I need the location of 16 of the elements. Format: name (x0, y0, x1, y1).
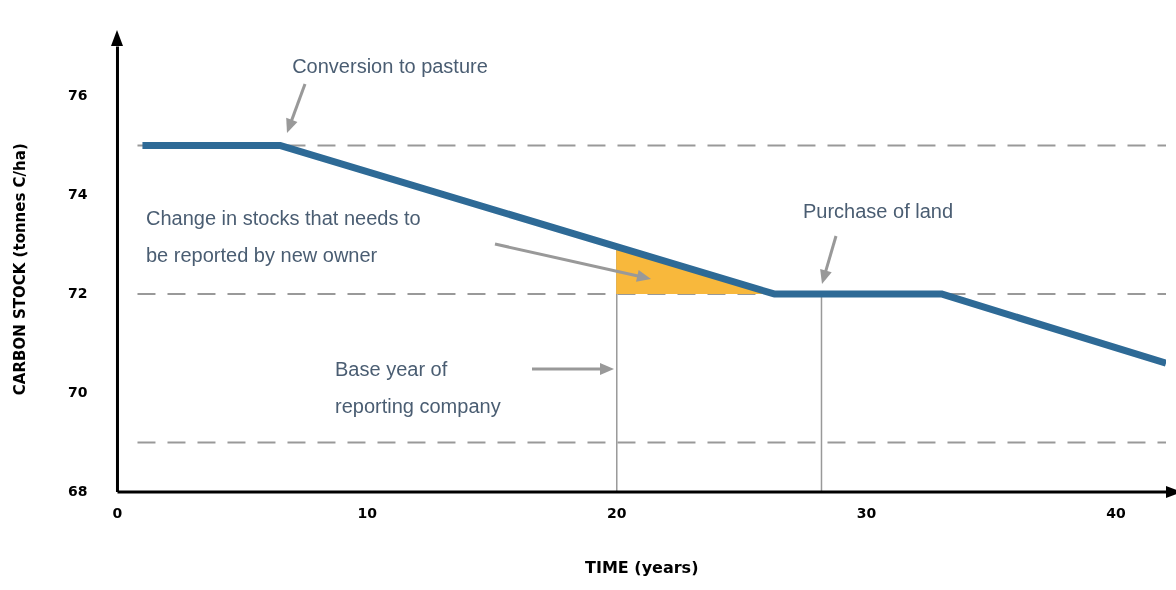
annotation: Purchase of land (802, 199, 954, 222)
annotation: Change in stocks that needs to be reported by new owner (146, 206, 421, 266)
y-tick-label: 72 (68, 284, 88, 301)
x-tick-label: 0 (112, 505, 123, 522)
annotation: Base year of reporting company (335, 357, 501, 417)
x-tick-label: 40 (1106, 505, 1127, 522)
x-tick-label: 10 (357, 505, 378, 522)
annotation: Conversion to pasture (292, 54, 488, 77)
x-tick-label: 30 (856, 505, 877, 522)
y-tick-label: 74 (68, 185, 88, 202)
y-axis-title: CARBON STOCK (tonnes C/ha) (10, 143, 29, 396)
y-tick-label: 76 (68, 86, 88, 103)
y-tick-label: 68 (68, 482, 88, 499)
x-axis-title: TIME (years) (585, 557, 699, 577)
x-tick-label: 20 (607, 505, 627, 522)
y-tick-label: 70 (68, 383, 88, 400)
